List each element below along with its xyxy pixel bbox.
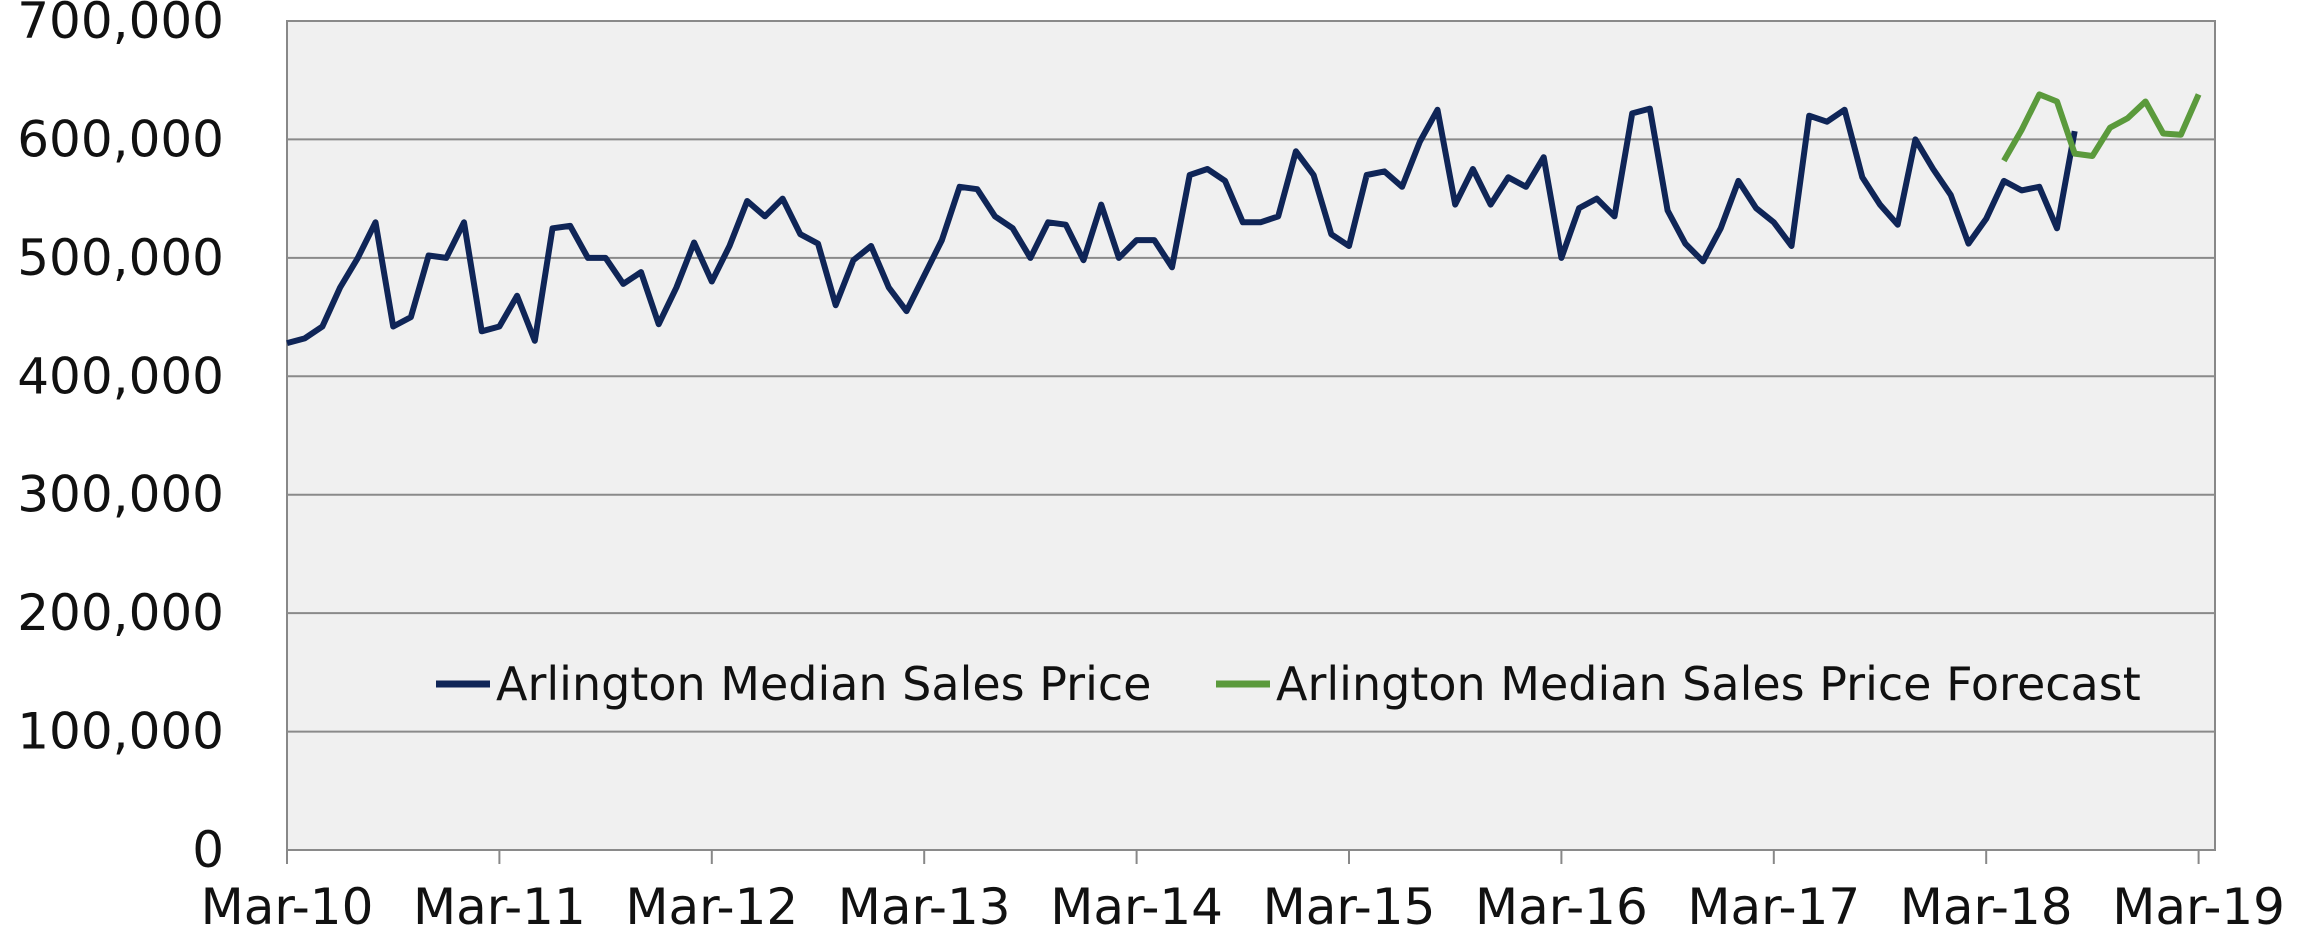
y-tick-label: 300,000 — [17, 466, 224, 524]
x-tick-label: Mar-16 — [1475, 878, 1648, 936]
line-series — [286, 105, 2078, 346]
x-tick-label: Mar-17 — [1687, 878, 1860, 936]
y-tick-label: 500,000 — [17, 229, 224, 287]
y-tick-label: 100,000 — [17, 703, 224, 761]
y-tick-label: 600,000 — [17, 110, 224, 168]
plot-area — [286, 20, 2216, 851]
x-tick-label: Mar-11 — [413, 878, 586, 936]
y-tick-label: 700,000 — [17, 0, 224, 50]
x-tick-label: Mar-12 — [625, 878, 798, 936]
x-tick-label: Mar-14 — [1050, 878, 1223, 936]
x-tick-label: Mar-19 — [2112, 878, 2285, 936]
x-tick-label: Mar-10 — [201, 878, 374, 936]
y-tick-label: 0 — [192, 821, 224, 879]
y-tick-label: 400,000 — [17, 347, 224, 405]
y-tick-label: 200,000 — [17, 584, 224, 642]
x-tick-label: Mar-13 — [838, 878, 1011, 936]
line-series — [2001, 91, 2202, 163]
legend-label: Arlington Median Sales Price Forecast — [1276, 657, 2141, 711]
x-tick-label: Mar-18 — [1900, 878, 2073, 936]
legend-label: Arlington Median Sales Price — [496, 657, 1151, 711]
x-tick-label: Mar-15 — [1263, 878, 1436, 936]
